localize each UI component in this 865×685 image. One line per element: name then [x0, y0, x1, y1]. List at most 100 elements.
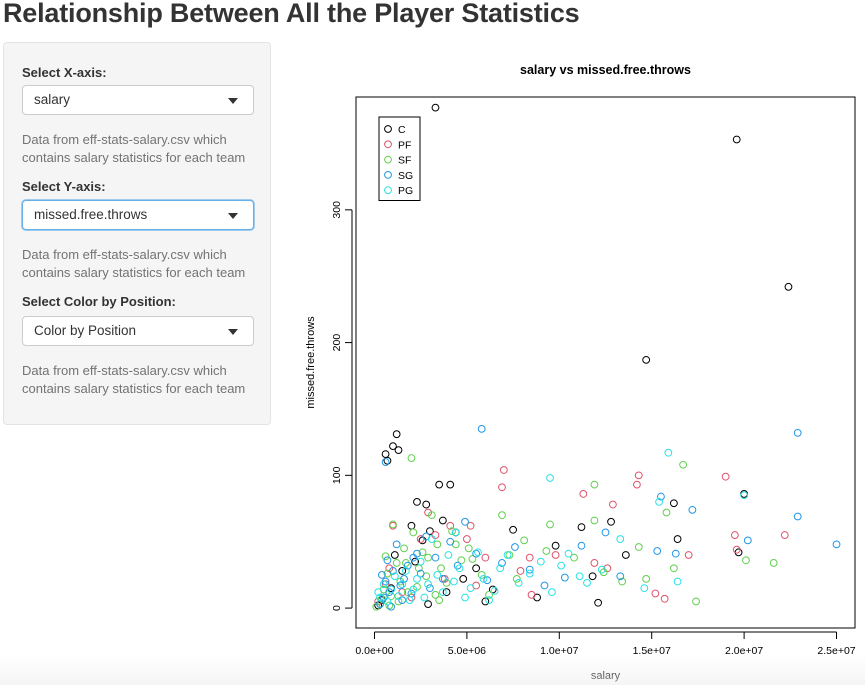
data-point-pf: [590, 559, 599, 567]
data-point-sg: [416, 569, 425, 578]
data-point-c: [413, 497, 421, 506]
data-point-sg: [525, 565, 534, 574]
data-point-c: [411, 557, 420, 566]
data-point-pg: [655, 497, 663, 506]
data-point-pg: [374, 588, 383, 597]
data-point-pg: [575, 572, 584, 581]
data-point-c: [394, 446, 403, 455]
color-select[interactable]: Color by Position: [22, 316, 254, 346]
data-point-pg: [420, 593, 429, 602]
y-axis-label: Select Y-axis:: [22, 179, 106, 194]
data-point-pf: [579, 490, 588, 498]
data-point-pf: [651, 589, 660, 598]
data-point-sg: [389, 567, 397, 575]
data-point-sg: [653, 547, 662, 555]
data-point-pg: [466, 584, 475, 593]
data-point-pf: [466, 521, 475, 530]
data-point-pg: [597, 565, 606, 574]
data-point-c: [488, 585, 497, 594]
chevron-down-icon: [228, 213, 238, 219]
data-point-c: [472, 564, 481, 573]
data-point-pf: [431, 531, 440, 539]
legend-marker-sg: [384, 171, 392, 179]
data-point-pg: [390, 572, 399, 581]
data-point-pf: [684, 551, 693, 559]
data-point-pg: [490, 586, 499, 595]
data-point-c: [398, 567, 407, 575]
data-point-pg: [394, 592, 403, 601]
color-label: Select Color by Position:: [22, 294, 176, 309]
data-point-pf: [481, 553, 490, 562]
y-tick-label: 300: [331, 201, 343, 219]
data-point-sg: [387, 602, 396, 611]
data-point-pg: [564, 549, 573, 558]
data-point-sg: [477, 424, 486, 433]
data-point-c: [390, 551, 399, 559]
data-point-pf: [634, 471, 643, 480]
data-point-sf: [442, 578, 451, 587]
x-axis-help-text: Data from eff-stats-salary.csv which con…: [22, 132, 246, 165]
data-point-sg: [392, 540, 401, 549]
data-point-c: [431, 103, 440, 112]
x-tick-label: 2.0e+07: [725, 645, 763, 657]
data-point-sf: [431, 590, 440, 599]
data-point-sg: [461, 517, 469, 526]
data-point-sf: [669, 564, 678, 573]
chart-title: salary vs missed.free.throws: [520, 63, 691, 77]
data-point-c: [459, 574, 468, 583]
y-axis-select[interactable]: missed.free.throws: [22, 200, 254, 230]
scatter-plot: salary vs missed.free.throws 0.0e+00 5.0e+…: [305, 63, 856, 682]
data-point-c: [383, 456, 392, 465]
data-point-sf: [542, 547, 551, 555]
data-point-sf: [424, 553, 432, 562]
data-point-sg: [472, 549, 481, 558]
x-axis-select-value: salary: [34, 92, 71, 107]
data-point-pg: [546, 474, 554, 482]
data-point-pg: [379, 580, 388, 589]
y-axis-help-text: Data from eff-stats-salary.csv which con…: [22, 247, 246, 280]
legend-marker-pf: [384, 140, 392, 149]
data-point-sg: [793, 428, 802, 437]
data-point-c: [374, 601, 383, 610]
data-point-sf: [520, 536, 529, 545]
data-point-pf: [527, 590, 536, 599]
data-point-sg: [400, 574, 408, 583]
data-point-sf: [400, 544, 408, 553]
data-point-pg: [416, 557, 425, 566]
data-point-sg: [657, 492, 665, 501]
y-tick-label: 200: [331, 334, 343, 352]
data-point-pg: [438, 588, 447, 597]
data-point-sg: [743, 536, 752, 545]
data-point-sf: [427, 511, 436, 520]
page-title: Relationship Between All the Player Stat…: [3, 0, 580, 28]
data-point-sg: [383, 556, 392, 565]
data-point-sf: [435, 596, 444, 605]
data-point-sf: [590, 480, 599, 489]
legend-box: [378, 116, 421, 201]
data-point-c: [389, 442, 397, 451]
x-tick-label: 5.0e+06: [448, 645, 486, 657]
data-point-sg: [403, 561, 412, 570]
data-point-pg: [461, 593, 469, 602]
chevron-down-icon: [228, 329, 238, 335]
data-point-sg: [498, 559, 506, 567]
y-axis-select-value: missed.free.throws: [34, 207, 148, 222]
data-point-sg: [426, 584, 434, 593]
data-point-sf: [433, 540, 442, 549]
data-point-pg: [405, 596, 414, 605]
data-point-c: [642, 355, 651, 364]
data-point-pf: [732, 545, 741, 554]
data-point-sf: [468, 555, 477, 563]
data-point-c: [438, 516, 447, 525]
data-point-pg: [583, 578, 591, 587]
x-axis-select[interactable]: salary: [22, 85, 254, 115]
data-point-pg: [413, 574, 421, 583]
color-help-text: Data from eff-stats-salary.csv which con…: [22, 363, 246, 396]
data-point-c: [732, 135, 741, 144]
data-point-pf: [730, 531, 739, 539]
color-select-value: Color by Position: [34, 323, 137, 338]
data-point-pg: [427, 535, 436, 543]
data-point-sg: [446, 537, 455, 546]
data-point-pf: [499, 466, 508, 474]
data-point-sg: [577, 541, 586, 550]
